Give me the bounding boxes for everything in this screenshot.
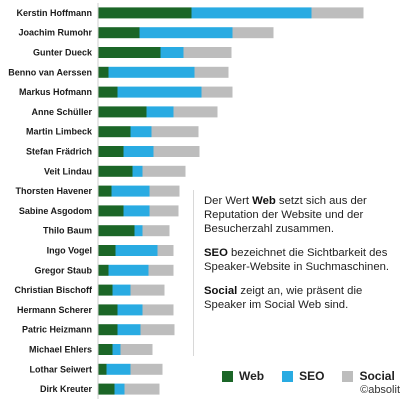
legend-swatch-web xyxy=(222,370,233,382)
bar-seo-michael-ehlers xyxy=(112,344,121,355)
chart-legend: Web SEO Social xyxy=(222,368,406,384)
category-label-hermann-scherer: Hermann Scherer xyxy=(17,305,93,315)
category-label-gunter-dueck: Gunter Dueck xyxy=(33,48,93,58)
legend-label-seo: SEO xyxy=(299,369,325,383)
category-label-anne-schuller: Anne Schüller xyxy=(31,107,92,117)
bar-web-lothar-seiwert xyxy=(98,363,107,375)
bar-social-benno-van-aerssen xyxy=(194,66,229,78)
category-label-benno-van-aerssen: Benno van Aerssen xyxy=(8,67,92,77)
legend-swatch-seo xyxy=(282,370,294,382)
bar-social-thorsten-havener xyxy=(149,185,180,197)
bar-seo-stefan-fradrich xyxy=(123,146,154,157)
bar-seo-thilo-baum xyxy=(134,225,143,237)
category-label-thilo-baum: Thilo Baum xyxy=(43,226,92,236)
category-label-patric-heizmann: Patric Heizmann xyxy=(22,325,92,335)
bar-social-thilo-baum xyxy=(142,225,170,237)
bar-web-christian-bischoff xyxy=(98,284,113,296)
bar-seo-anne-schuller xyxy=(146,106,174,118)
bar-social-ingo-vogel xyxy=(157,245,174,256)
bar-seo-ingo-vogel xyxy=(115,245,158,256)
bar-web-michael-ehlers xyxy=(98,344,113,355)
legend-label-web: Web xyxy=(239,369,265,383)
bar-seo-dirk-kreuter xyxy=(114,383,125,395)
copyright-text: ©absolit xyxy=(360,384,400,396)
category-label-christian-bischoff: Christian Bischoff xyxy=(14,285,93,295)
bar-seo-joachim-rumohr xyxy=(139,27,233,39)
bar-seo-gunter-dueck xyxy=(160,47,184,58)
bar-seo-lothar-seiwert xyxy=(106,363,131,375)
category-label-joachim-rumohr: Joachim Rumohr xyxy=(18,28,92,38)
bar-seo-gregor-staub xyxy=(108,264,149,276)
bar-social-kerstin-hoffmann xyxy=(311,7,364,19)
category-label-ingo-vogel: Ingo Vogel xyxy=(47,246,92,256)
legend-item-seo: SEO xyxy=(282,369,324,383)
legend-swatch-social xyxy=(342,370,354,382)
bar-web-ingo-vogel xyxy=(98,245,116,256)
bar-seo-benno-van-aerssen xyxy=(108,66,195,78)
category-label-kerstin-hoffmann: Kerstin Hoffmann xyxy=(16,8,92,18)
social-explanation: Social zeigt an, wie präsent die Speaker… xyxy=(204,285,363,311)
category-label-lothar-seiwert: Lothar Seiwert xyxy=(29,364,92,374)
bar-seo-veit-lindau xyxy=(132,165,143,177)
bar-social-gregor-staub xyxy=(148,264,174,276)
bar-social-patric-heizmann xyxy=(140,324,175,336)
bar-social-gunter-dueck xyxy=(183,47,232,58)
bar-web-markus-hofmann xyxy=(98,86,118,98)
bar-social-dirk-kreuter xyxy=(124,383,160,395)
category-label-martin-limbeck: Martin Limbeck xyxy=(26,127,93,137)
bar-social-hermann-scherer xyxy=(142,304,174,316)
explanation-box: Der Wert Web setzt sich aus der Reputati… xyxy=(193,190,401,356)
bar-social-sabine-asgodom xyxy=(149,205,179,217)
legend-label-social: Social xyxy=(359,369,395,383)
bar-web-kerstin-hoffmann xyxy=(98,7,192,19)
category-label-thorsten-havener: Thorsten Havener xyxy=(15,186,92,196)
bar-web-thorsten-havener xyxy=(98,185,112,197)
bar-social-michael-ehlers xyxy=(120,344,153,355)
bar-web-thilo-baum xyxy=(98,225,135,237)
bar-web-patric-heizmann xyxy=(98,324,118,336)
category-label-stefan-fradrich: Stefan Frädrich xyxy=(26,147,92,157)
category-label-dirk-kreuter: Dirk Kreuter xyxy=(40,384,93,394)
bar-web-sabine-asgodom xyxy=(98,205,124,217)
category-label-sabine-asgodom: Sabine Asgodom xyxy=(19,206,92,216)
bar-seo-martin-limbeck xyxy=(130,126,152,138)
bar-web-veit-lindau xyxy=(98,165,133,177)
bar-seo-hermann-scherer xyxy=(117,304,143,316)
category-label-markus-hofmann: Markus Hofmann xyxy=(19,87,92,97)
bar-web-stefan-fradrich xyxy=(98,146,124,157)
bar-seo-christian-bischoff xyxy=(112,284,131,296)
category-label-gregor-staub: Gregor Staub xyxy=(34,265,92,275)
legend-item-web: Web xyxy=(222,369,264,383)
bar-social-lothar-seiwert xyxy=(130,363,163,375)
bar-social-stefan-fradrich xyxy=(153,146,200,157)
bar-social-christian-bischoff xyxy=(130,284,165,296)
category-label-michael-ehlers: Michael Ehlers xyxy=(29,345,92,355)
bar-web-joachim-rumohr xyxy=(98,27,140,39)
bar-web-benno-van-aerssen xyxy=(98,66,109,78)
bar-web-dirk-kreuter xyxy=(98,383,115,395)
bar-seo-thorsten-havener xyxy=(111,185,150,197)
bar-social-anne-schuller xyxy=(173,106,218,118)
bar-web-martin-limbeck xyxy=(98,126,131,138)
web-explanation: Der Wert Web setzt sich aus der Reputati… xyxy=(204,195,367,235)
bar-web-gregor-staub xyxy=(98,264,109,276)
bar-social-markus-hofmann xyxy=(201,86,233,98)
bar-social-veit-lindau xyxy=(142,165,186,177)
bar-web-hermann-scherer xyxy=(98,304,118,316)
bar-social-joachim-rumohr xyxy=(232,27,274,39)
bar-seo-kerstin-hoffmann xyxy=(191,7,312,19)
bar-seo-markus-hofmann xyxy=(117,86,202,98)
seo-explanation: SEO bezeichnet die Sichtbarkeit des Spea… xyxy=(204,247,390,273)
bar-social-martin-limbeck xyxy=(151,126,199,138)
bar-seo-sabine-asgodom xyxy=(123,205,150,217)
bar-seo-patric-heizmann xyxy=(117,324,141,336)
bar-web-gunter-dueck xyxy=(98,47,161,58)
category-label-veit-lindau: Veit Lindau xyxy=(44,166,92,176)
legend-item-social: Social xyxy=(342,369,395,383)
bar-web-anne-schuller xyxy=(98,106,147,118)
